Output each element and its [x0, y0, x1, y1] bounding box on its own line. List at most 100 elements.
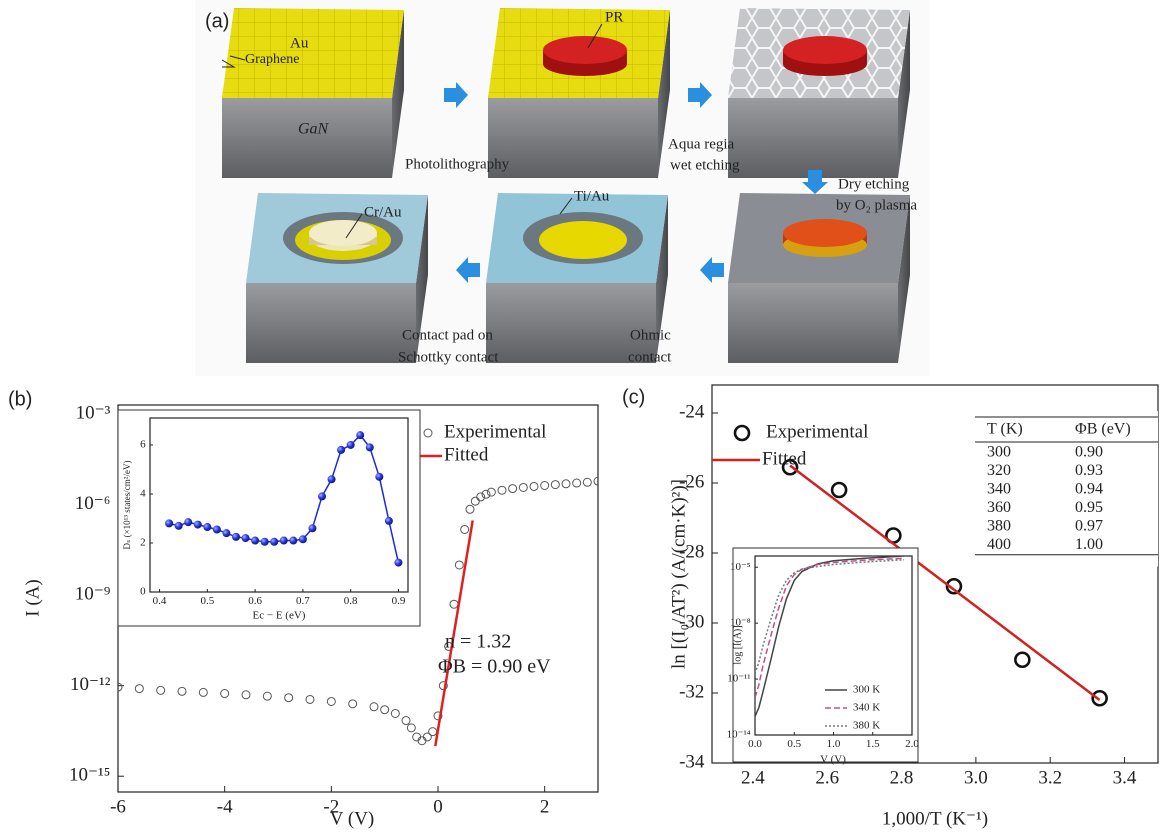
- series-line: [755, 557, 905, 698]
- label: Dry etching: [838, 176, 910, 192]
- y-tick-label: 0: [140, 586, 146, 598]
- data-point: [497, 485, 507, 495]
- y-tick-label: 10⁻⁶: [75, 493, 111, 514]
- label: Ohmic: [630, 327, 671, 343]
- table-cell: 0.95: [1075, 499, 1103, 516]
- data-point: [422, 732, 432, 742]
- label: by O₂ plasma: [836, 197, 917, 213]
- data-point: [326, 696, 336, 706]
- data-point: [203, 523, 212, 532]
- y-tick-label: 10⁻¹¹: [727, 673, 750, 685]
- data-point: [289, 536, 298, 545]
- x-tick-label: 0.4: [153, 595, 167, 607]
- callout-line: [345, 213, 363, 239]
- table-cell: 1.00: [1075, 536, 1103, 553]
- series-line: [789, 464, 1101, 701]
- data-point: [550, 480, 560, 490]
- label: PR: [605, 9, 623, 25]
- table-cell: 340: [987, 481, 1011, 498]
- legend-label: Fitted: [444, 444, 489, 465]
- data-point: [346, 440, 355, 449]
- annotation: n = 1.32: [445, 631, 511, 653]
- data-point: [198, 687, 208, 697]
- x-tick-label: 1.5: [866, 738, 880, 750]
- y-tick-label: 10⁻⁵: [730, 561, 751, 573]
- plot-area: [781, 458, 1108, 707]
- label: Graphene: [245, 52, 299, 67]
- panel-label: (c): [622, 386, 645, 408]
- x-tick-label: 3.4: [1113, 768, 1137, 789]
- table-header: T (K): [987, 421, 1023, 438]
- data-point: [118, 682, 123, 692]
- legend-label: Experimental: [444, 421, 546, 442]
- data-point: [284, 693, 294, 703]
- data-point: [220, 689, 230, 699]
- data-point: [830, 481, 848, 499]
- legend-label: Fitted: [762, 448, 807, 469]
- legend-marker: [423, 428, 433, 438]
- callout-line: [559, 197, 573, 215]
- x-tick-label: 2.6: [815, 768, 839, 789]
- label: Photolithography: [405, 156, 510, 172]
- data-point: [486, 487, 496, 497]
- inset-background: [117, 409, 421, 627]
- label: Schottky contact: [398, 349, 499, 365]
- series-line: [755, 559, 905, 674]
- chart: 0.0 0.5 1.0 1.5 2.0 10⁻¹⁴ 10⁻¹¹ 10⁻⁸ 10⁻⁵ 300 K 34…: [727, 547, 919, 766]
- data-point: [572, 478, 582, 488]
- y-tick-label: -34: [679, 751, 705, 772]
- block: [728, 193, 910, 363]
- block: [222, 8, 404, 178]
- x-axis-label: V (V): [330, 808, 375, 829]
- data-point: [365, 443, 374, 452]
- y-axis-label: ln [(I₀/AT²) (A/(cm·K)²)]: [668, 479, 689, 669]
- plot-area: [755, 556, 905, 717]
- data-point: [465, 504, 475, 514]
- y-axis-label: I (A): [22, 579, 43, 616]
- y-tick-label: 4: [140, 488, 146, 500]
- data-point: [356, 431, 365, 440]
- x-tick-label: -4: [217, 797, 233, 818]
- label: contact: [628, 349, 672, 365]
- x-tick-label: 0.0: [748, 738, 762, 750]
- data-point: [305, 694, 315, 704]
- y-tick-label: 10⁻⁸: [730, 617, 751, 629]
- x-axis-label: 1,000/T (K⁻¹): [882, 808, 988, 829]
- data-point: [412, 732, 422, 742]
- data-point: [428, 727, 438, 737]
- data-point: [241, 690, 251, 700]
- data-point: [401, 716, 411, 726]
- y-tick-label: 10⁻⁹: [75, 584, 111, 605]
- y-axis-label: log [I(A)]: [732, 625, 743, 664]
- data-point: [470, 496, 480, 506]
- data-point: [390, 708, 400, 718]
- inset-background: [732, 547, 919, 763]
- data-point: [251, 536, 260, 545]
- y-tick-label: -30: [679, 611, 704, 632]
- table-cell: 320: [987, 462, 1011, 479]
- series-line: [434, 520, 474, 747]
- plot-area: [165, 431, 403, 567]
- process-diagram: (a) Au: [195, 0, 930, 376]
- x-tick-label: 2: [540, 797, 550, 818]
- legend-label: 300 K: [853, 684, 880, 696]
- data-point: [298, 535, 307, 544]
- x-tick-label: 0.6: [248, 595, 262, 607]
- data-point: [232, 532, 240, 541]
- plot-frame: [711, 384, 1159, 764]
- data-point: [406, 723, 416, 733]
- x-tick-label: 0: [433, 797, 443, 818]
- y-axis-label: Dₛ (×10¹³ states/cm²/eV): [122, 460, 132, 549]
- table-background: [975, 411, 1158, 567]
- data-point: [241, 534, 250, 543]
- data-point: [1014, 651, 1031, 669]
- x-tick-label: 0.5: [787, 738, 801, 750]
- chart: 2.4 2.6 2.8 3.0 3.2 3.4 -34 -32 -30 -28 -26 -24 Expe…: [622, 384, 1159, 829]
- data-point: [529, 481, 539, 491]
- x-tick-label: 2.8: [890, 768, 914, 789]
- data-point: [270, 537, 279, 546]
- plot-frame: [149, 417, 409, 593]
- block: [728, 8, 910, 178]
- data-point: [508, 484, 518, 494]
